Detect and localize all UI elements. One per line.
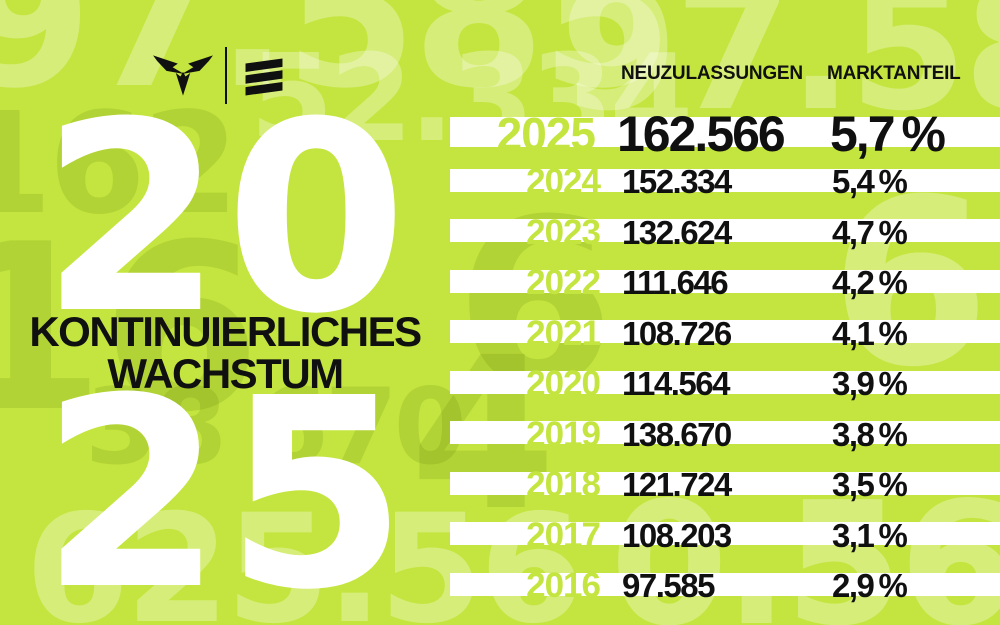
marktanteil-value: 4,1 % — [832, 314, 908, 352]
row-stripe — [450, 219, 1000, 242]
watermark-number: 38 670 — [85, 366, 467, 488]
watermark-number: 97.585 — [0, 0, 673, 130]
year-label: 2019 — [526, 414, 601, 454]
hero-headline: 20 KONTINUIERLICHES WACHSTUM 25 — [0, 0, 450, 625]
neuzulassungen-value: 108.726 — [622, 314, 732, 352]
marktanteil-value: 3,1 % — [832, 516, 908, 554]
hero-year-bottom: 25 — [40, 342, 410, 625]
hero-title-line2: WACHSTUM — [107, 350, 344, 397]
neuzulassungen-value: 152.334 — [622, 162, 732, 200]
column-header-neuzulassungen: NEUZULASSUNGEN — [621, 63, 803, 84]
watermark-number: 16 — [0, 196, 261, 463]
watermark-number: 0.56 — [610, 466, 1000, 625]
marktanteil-value: 4,7 % — [832, 213, 908, 251]
hero-title-line1: KONTINUIERLICHES — [29, 308, 422, 355]
year-label: 2023 — [526, 212, 601, 252]
row-stripe — [450, 421, 1000, 444]
neuzulassungen-value: 111.646 — [622, 263, 729, 301]
year-label: 2021 — [526, 313, 601, 353]
neuzulassungen-value: 97.585 — [622, 566, 715, 604]
marktanteil-value: 5,7 % — [830, 106, 946, 162]
year-label: 2022 — [526, 262, 601, 302]
watermark-number: 97.58 — [560, 0, 1000, 149]
row-stripe — [450, 522, 1000, 545]
row-stripe — [450, 320, 1000, 343]
year-label: 2018 — [526, 464, 601, 504]
marktanteil-value: 4,2 % — [832, 263, 908, 301]
row-stripe — [450, 471, 1000, 495]
watermark-number: 625.56 — [25, 483, 584, 625]
watermark-number: 162. — [0, 83, 288, 246]
year-label: 2016 — [526, 565, 601, 605]
neuzulassungen-value: 162.566 — [617, 106, 786, 162]
row-stripe — [450, 269, 1000, 293]
year-label: 2017 — [526, 515, 601, 555]
neuzulassungen-value: 121.724 — [622, 465, 732, 503]
neuzulassungen-value: 138.670 — [622, 415, 732, 453]
marktanteil-value: 3,8 % — [832, 415, 908, 453]
year-label: 2025 — [496, 107, 596, 160]
marktanteil-value: 2,9 % — [832, 566, 908, 604]
year-label: 2020 — [526, 363, 601, 403]
neuzulassungen-value: 132.624 — [622, 213, 732, 251]
column-header-marktanteil: MARKTANTEIL — [827, 63, 961, 84]
row-stripe — [450, 370, 1000, 394]
cupra-logo-icon — [153, 55, 213, 96]
row-stripe — [450, 117, 1000, 147]
neuzulassungen-value: 114.564 — [622, 364, 730, 402]
row-stripe — [450, 168, 1000, 192]
marktanteil-value: 3,9 % — [832, 364, 908, 402]
marktanteil-value: 5,4 % — [832, 162, 908, 200]
neuzulassungen-value: 108.203 — [622, 516, 732, 554]
row-stripe — [450, 572, 1000, 596]
marktanteil-value: 3,5 % — [832, 465, 908, 503]
hero-year-top: 20 — [40, 66, 410, 371]
year-label: 2024 — [526, 161, 601, 201]
logo-divider — [225, 47, 227, 104]
seat-logo-icon — [245, 58, 283, 96]
